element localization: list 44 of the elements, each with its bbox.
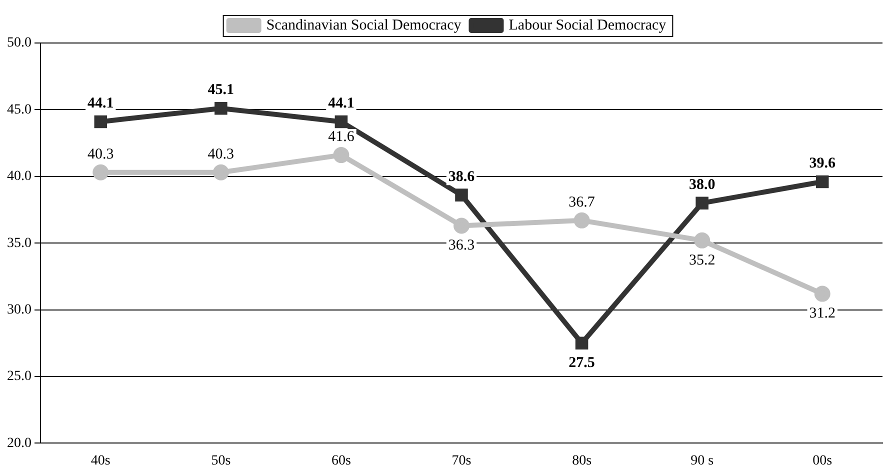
point [574,212,590,228]
x-tick-label: 60s [331,453,351,468]
point [575,336,588,350]
point [214,102,228,115]
y-tick-label: 45.0 [7,102,32,118]
data-label: 36.7 [568,194,596,210]
y-tick-label: 20.0 [7,436,32,451]
data-label: 41.6 [328,128,355,145]
y-tick-label: 40.0 [7,169,32,184]
x-tick-label: 80s [572,453,592,468]
x-tick-label: 00s [812,453,832,468]
x-tick-label: 50s [211,453,231,468]
point [816,175,829,188]
y-tick-label: 35.0 [7,236,32,251]
data-label: 36.3 [448,238,475,254]
data-label: 40.3 [208,146,234,162]
data-label: 39.6 [809,156,836,172]
y-tick-label: 25.0 [7,369,32,384]
data-label: 44.1 [88,96,114,112]
data-label: 35.2 [688,252,716,268]
data-label: 31.2 [809,306,836,322]
point [333,147,350,164]
data-label: 44.1 [328,96,354,112]
x-tick-label: 70s [452,453,472,468]
data-label: 27.5 [568,355,595,372]
point [694,232,710,248]
point [94,115,108,128]
point [212,164,229,180]
data-label: 38.0 [688,176,716,193]
data-label: 40.3 [88,146,114,162]
point [454,218,470,234]
y-tick-label: 30.0 [7,302,32,318]
point [92,164,109,180]
y-tick-label: 50.0 [7,36,32,51]
point [455,188,468,202]
x-tick-label: 40s [90,453,110,468]
point [696,196,708,210]
x-tick-label: 90 s [690,453,714,468]
point [814,286,830,302]
legend-label: Scandinavian Social Democracy [266,17,462,34]
legend-label: Labour Social Democracy [508,17,667,34]
point [334,115,348,128]
data-label: 45.1 [208,82,234,98]
data-label: 38.6 [448,168,476,185]
